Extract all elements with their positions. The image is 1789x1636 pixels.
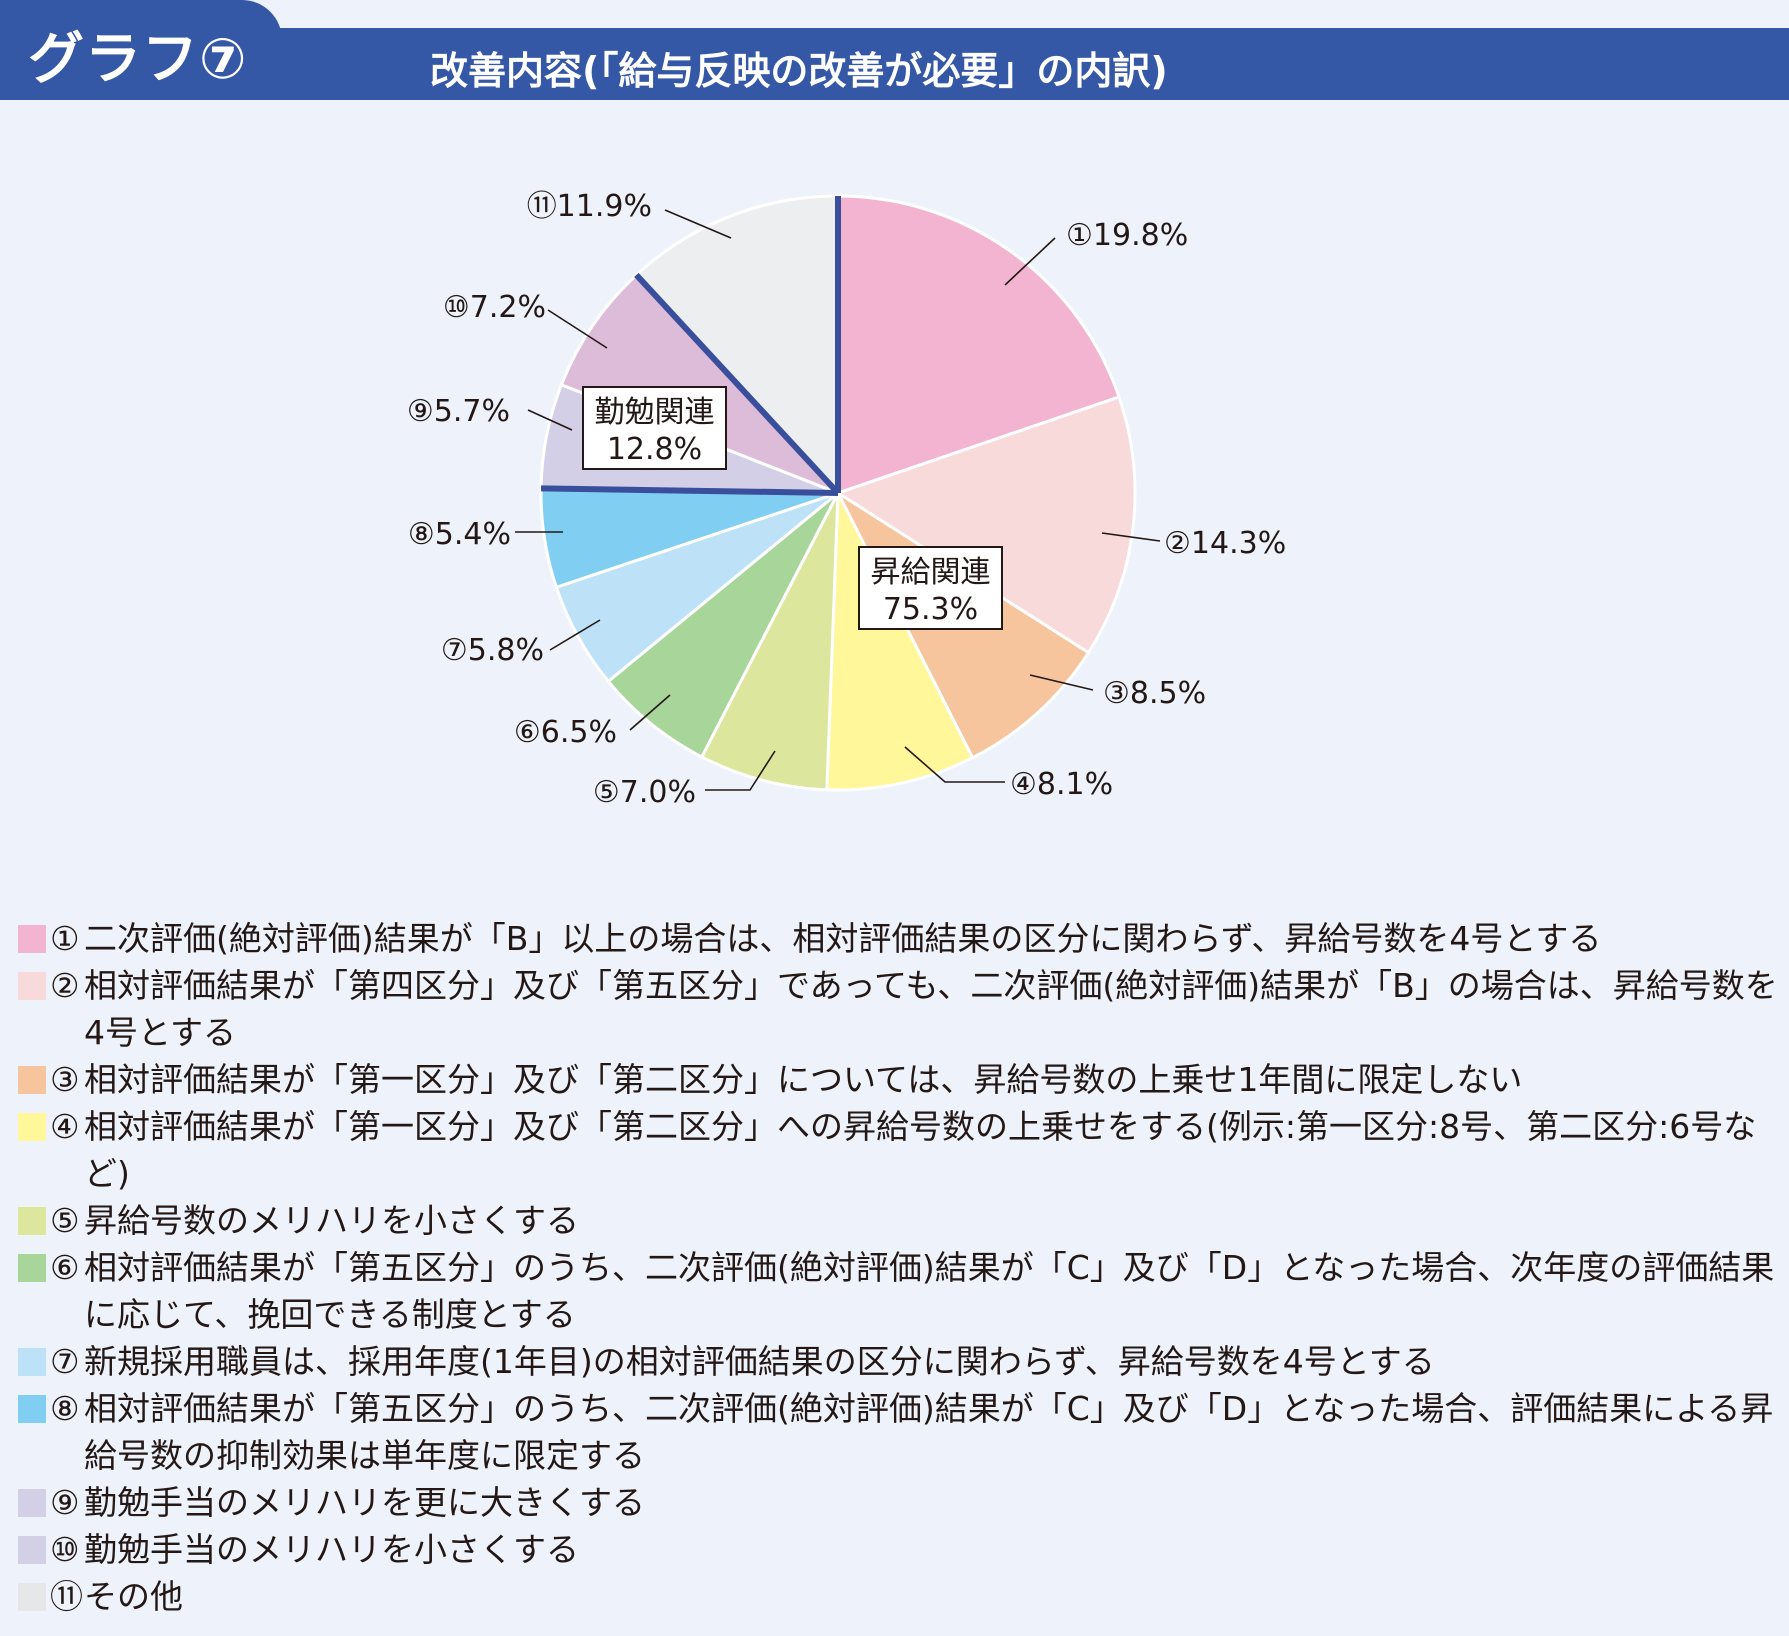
group-box: [582, 386, 727, 470]
legend-text: 相対評価結果が「第五区分」のうち、二次評価(絶対評価)結果が「C」及び「D」とな…: [84, 1248, 1775, 1334]
legend-item: ⑦ 新規採用職員は、採用年度(1年目)の相対評価結果の区分に関わらず、昇給号数を4…: [18, 1338, 1778, 1385]
leader-line: [547, 309, 608, 349]
legend-item: ③ 相対評価結果が「第一区分」及び「第二区分」については、昇給号数の上乗せ1年間に…: [18, 1056, 1778, 1103]
pie-slice: [836, 194, 1121, 496]
leader-line: [904, 746, 1005, 783]
header-tab: [0, 0, 282, 100]
legend-marker: ⑧: [50, 1389, 80, 1428]
slice-label: ⑪11.9%: [527, 189, 652, 224]
legend-marker: ③: [50, 1060, 80, 1099]
legend-swatch: [18, 972, 46, 1000]
leader-line: [1004, 237, 1056, 286]
legend-marker: ⑤: [50, 1201, 80, 1240]
legend-item: ④ 相対評価結果が「第一区分」及び「第二区分」への昇給号数の上乗せをする(例示:第…: [18, 1103, 1778, 1197]
group-value: 12.8%: [607, 432, 702, 467]
group-name: 勤勉関連: [595, 395, 715, 430]
pie-slice: [834, 395, 1137, 655]
pie-slice: [559, 272, 840, 495]
legend-text: 相対評価結果が「第一区分」及び「第二区分」への昇給号数の上乗せをする(例示:第一…: [84, 1107, 1757, 1193]
leader-line: [549, 619, 601, 651]
group-divider-line: [634, 272, 841, 496]
leader-line: [1101, 532, 1161, 542]
legend-item: ⑩ 勤勉手当のメリハリを小さくする: [18, 1526, 1778, 1573]
legend-text: 勤勉手当のメリハリを小さくする: [84, 1530, 579, 1569]
legend-marker: ⑩: [50, 1530, 80, 1569]
slice-label: ⑧5.4%: [408, 517, 511, 552]
pie-chart: ①19.8% ②14.3% ③8.5% ④8.1% ⑤7.0% ⑥6.5% ⑦5.8% ⑧5.…: [407, 189, 1286, 810]
slice-label: ⑦5.8%: [441, 633, 544, 668]
legend-text: 相対評価結果が「第四区分」及び「第五区分」であっても、二次評価(絶対評価)結果が…: [84, 966, 1778, 1052]
legend-swatch: [18, 925, 46, 953]
legend-item: ⑤ 昇給号数のメリハリを小さくする: [18, 1197, 1778, 1244]
leader-line: [527, 409, 573, 431]
group-box: [858, 546, 1003, 630]
legend-marker: ④: [50, 1107, 80, 1146]
legend-text: 二次評価(絶対評価)結果が「B」以上の場合は、相対評価結果の区分に関わらず、昇給…: [84, 919, 1602, 958]
legend-item: ⑨ 勤勉手当のメリハリを更に大きくする: [18, 1479, 1778, 1526]
header-bar: [0, 28, 1789, 100]
slice-label: ①19.8%: [1066, 218, 1188, 253]
legend-text: その他: [84, 1577, 183, 1616]
legend-marker: ①: [50, 919, 80, 958]
legend-marker: ⑪: [50, 1577, 83, 1616]
legend-item: ① 二次評価(絶対評価)結果が「B」以上の場合は、相対評価結果の区分に関わらず、昇…: [18, 915, 1778, 962]
legend-text: 昇給号数のメリハリを小さくする: [84, 1201, 579, 1240]
legend-item: ⑪ その他: [18, 1573, 1778, 1620]
group-name: 昇給関連: [871, 555, 991, 590]
legend-item: ② 相対評価結果が「第四区分」及び「第五区分」であっても、二次評価(絶対評価)結果…: [18, 962, 1778, 1056]
legend-swatch: [18, 1536, 46, 1564]
legend-marker: ②: [50, 966, 80, 1005]
slice-label: ③8.5%: [1103, 676, 1206, 711]
leader-line: [664, 209, 732, 239]
legend: ① 二次評価(絶対評価)結果が「B」以上の場合は、相対評価結果の区分に関わらず、昇…: [18, 915, 1778, 1620]
legend-marker: ⑥: [50, 1248, 80, 1287]
legend-item: ⑧ 相対評価結果が「第五区分」のうち、二次評価(絶対評価)結果が「C」及び「D」と…: [18, 1385, 1778, 1479]
legend-text: 新規採用職員は、採用年度(1年目)の相対評価結果の区分に関わらず、昇給号数を4号…: [84, 1342, 1435, 1381]
slice-label: ⑥6.5%: [514, 715, 617, 750]
leader-line: [1029, 674, 1094, 691]
legend-swatch: [18, 1207, 46, 1235]
pie-slice: [699, 492, 840, 792]
chart-header: グラフ⑦ 改善内容(「給与反映の改善が必要」の内訳): [0, 0, 1789, 100]
legend-text: 相対評価結果が「第一区分」及び「第二区分」については、昇給号数の上乗せ1年間に限…: [84, 1060, 1523, 1099]
legend-marker: ⑨: [50, 1483, 80, 1522]
legend-swatch: [18, 1583, 46, 1611]
legend-swatch: [18, 1066, 46, 1094]
legend-marker: ⑦: [50, 1342, 80, 1381]
group-divider-line: [540, 485, 839, 496]
slice-label: ④8.1%: [1010, 767, 1113, 802]
leader-line: [629, 694, 671, 731]
graph-label: グラフ⑦: [28, 27, 248, 92]
pie-slice: [634, 194, 840, 497]
legend-text: 相対評価結果が「第五区分」のうち、二次評価(絶対評価)結果が「C」及び「D」とな…: [84, 1389, 1774, 1475]
slice-label: ⑨5.7%: [407, 394, 510, 429]
pie-slices: [539, 194, 1137, 792]
pie-slice: [606, 491, 840, 759]
group-value: 75.3%: [883, 592, 978, 627]
slice-label: ⑤7.0%: [593, 775, 696, 810]
slice-label: ⑩7.2%: [443, 290, 546, 325]
chart-title: 改善内容(「給与反映の改善が必要」の内訳): [430, 49, 1168, 93]
legend-swatch: [18, 1113, 46, 1141]
legend-swatch: [18, 1254, 46, 1282]
slice-labels: ①19.8% ②14.3% ③8.5% ④8.1% ⑤7.0% ⑥6.5% ⑦5.8% ⑧5.…: [407, 189, 1286, 810]
legend-item: ⑥ 相対評価結果が「第五区分」のうち、二次評価(絶対評価)結果が「C」及び「D」と…: [18, 1244, 1778, 1338]
legend-text: 勤勉手当のメリハリを更に大きくする: [84, 1483, 645, 1522]
slice-label: ②14.3%: [1164, 526, 1286, 561]
leader-lines: [515, 209, 1161, 791]
leader-line: [705, 750, 776, 791]
legend-swatch: [18, 1395, 46, 1423]
legend-swatch: [18, 1489, 46, 1517]
legend-swatch: [18, 1348, 46, 1376]
